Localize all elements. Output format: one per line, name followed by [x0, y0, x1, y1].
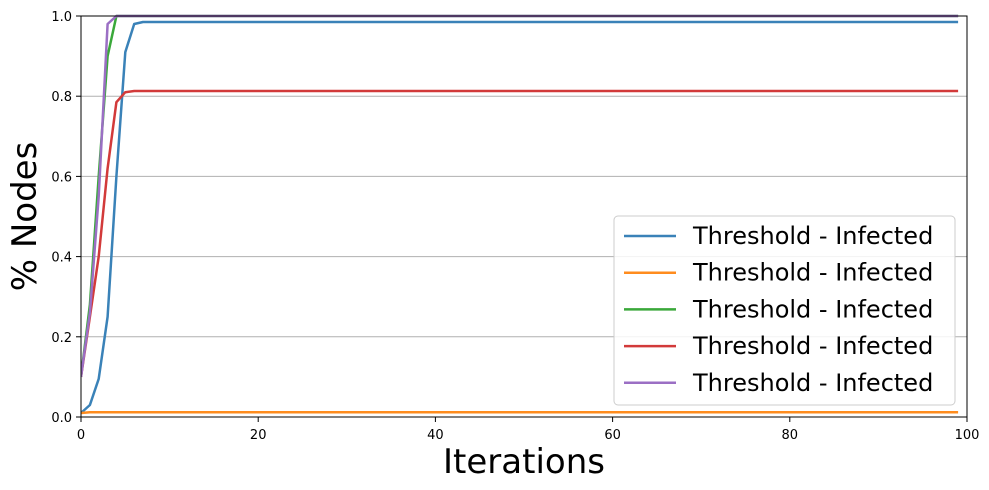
legend-box — [613, 215, 956, 406]
legend-label: Threshold - Infected — [692, 259, 933, 287]
x-tick-label: 40 — [427, 428, 444, 443]
y-tick-label: 0.8 — [51, 90, 72, 105]
x-tick-label: 80 — [782, 428, 799, 443]
y-tick-label: 0.2 — [51, 331, 72, 346]
legend-label: Threshold - Infected — [692, 332, 933, 360]
y-axis-label: % Nodes — [5, 142, 45, 292]
series-line-1 — [81, 20, 959, 414]
axis-ticks: 0 20 40 60 80 100 0.0 0.2 0.4 0.6 0.8 1.0 — [51, 10, 979, 443]
y-tick-label: 1.0 — [51, 10, 72, 25]
plot-frame — [80, 15, 968, 418]
y-tick-label: 0.0 — [51, 411, 72, 426]
series-line-2 — [81, 410, 959, 415]
y-tick-label: 0.6 — [51, 170, 72, 185]
x-tick-label: 60 — [604, 428, 621, 443]
x-axis-label: Iterations — [443, 442, 605, 482]
x-tick-label: 0 — [77, 428, 85, 443]
y-tick-label: 0.4 — [51, 251, 72, 266]
legend-label: Threshold - Infected — [692, 222, 933, 250]
legend-label: Threshold - Infected — [692, 369, 933, 397]
legend-label: Threshold - Infected — [692, 295, 933, 323]
legend: Threshold - Infected Threshold - Infected… — [613, 215, 956, 406]
x-tick-label: 100 — [955, 428, 980, 443]
x-tick-label: 20 — [250, 428, 267, 443]
